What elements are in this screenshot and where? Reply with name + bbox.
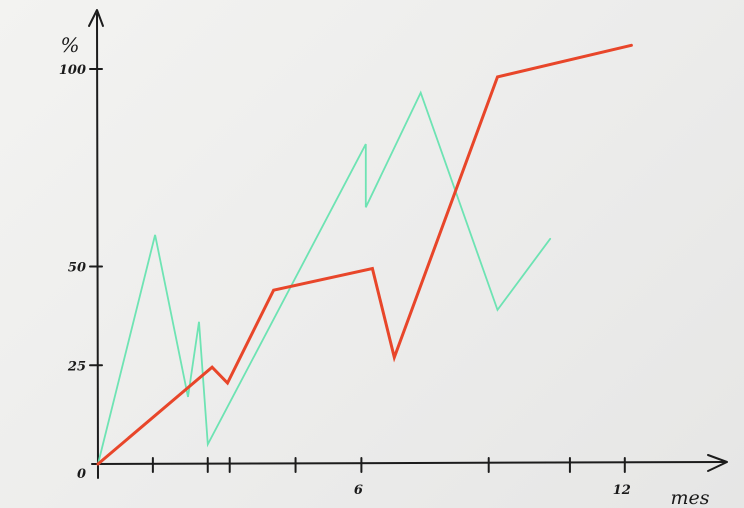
axes (88, 9, 728, 479)
y-axis-line (96, 13, 99, 479)
x-axis-title: mes (670, 487, 709, 508)
y-tick-label: 0 (77, 467, 86, 482)
x-tick-label: 6 (354, 483, 363, 498)
y-tick-label: 25 (67, 359, 86, 374)
y-tick-label: 50 (68, 261, 86, 276)
y-tick-label: 100 (59, 63, 86, 78)
x-axis-line (91, 461, 725, 465)
x-tick-label: 12 (613, 483, 631, 498)
series-line-2 (97, 90, 552, 465)
x-axis-arrow (707, 454, 728, 472)
y-axis-title: % (60, 33, 79, 57)
series-line-1 (96, 43, 633, 466)
y-axis-arrow (88, 9, 104, 27)
tick-labels: 6 12 0 25 50 100% mes (59, 33, 710, 508)
series-layer (96, 43, 633, 466)
